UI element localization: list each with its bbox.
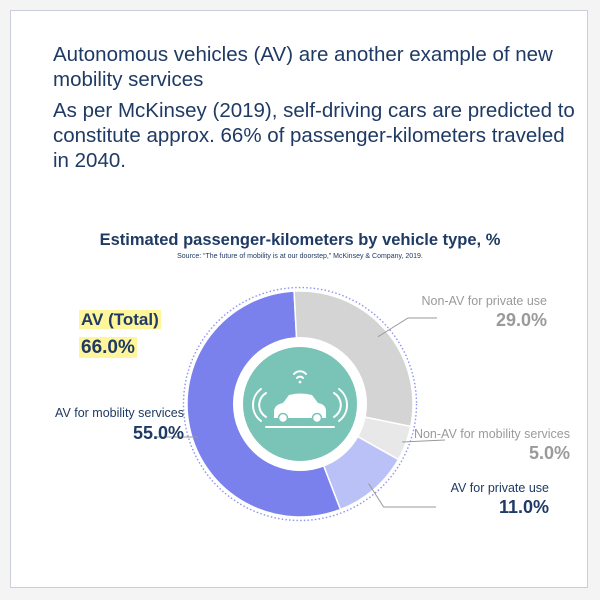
slice-label-nonav-private: Non-AV for private use 29.0%	[421, 294, 547, 331]
slice-value-av-private: 11.0%	[498, 497, 549, 517]
av-total-value: 66.0%	[79, 337, 137, 358]
slice-value-nonav-private: 29.0%	[495, 310, 547, 330]
av-total-label: AV (Total) 66.0%	[79, 309, 161, 361]
intro-line-1: Autonomous vehicles (AV) are another exa…	[53, 43, 553, 91]
av-total-name: AV (Total)	[79, 310, 161, 329]
slice-name-nonav-mobility: Non-AV for mobility services	[413, 427, 570, 441]
slice-value-av-mobility: 55.0%	[132, 423, 184, 443]
slice-name-av-mobility: AV for mobility services	[55, 406, 184, 420]
leader-nonav-mobility	[402, 439, 446, 443]
leader-nonav-private	[377, 317, 437, 338]
intro-text: Autonomous vehicles (AV) are another exa…	[53, 42, 583, 179]
chart-source: Source: “The future of mobility is at ou…	[177, 253, 423, 260]
intro-line-2: As per McKinsey (2019), self-driving car…	[53, 99, 575, 172]
leader-av-private	[368, 483, 436, 508]
slice-label-av-private: AV for private use 11.0%	[451, 481, 549, 518]
slice-name-av-private: AV for private use	[450, 481, 549, 495]
slice-name-nonav-private: Non-AV for private use	[421, 294, 547, 308]
slice-value-nonav-mobility: 5.0%	[528, 443, 570, 463]
chart-title: Estimated passenger-kilometers by vehicl…	[99, 231, 501, 249]
slice-label-av-mobility: AV for mobility services 55.0%	[55, 406, 184, 444]
autonomous-car-icon	[252, 370, 348, 428]
av-total-arc	[182, 286, 418, 522]
slice-label-nonav-mobility: Non-AV for mobility services 5.0%	[414, 427, 570, 464]
